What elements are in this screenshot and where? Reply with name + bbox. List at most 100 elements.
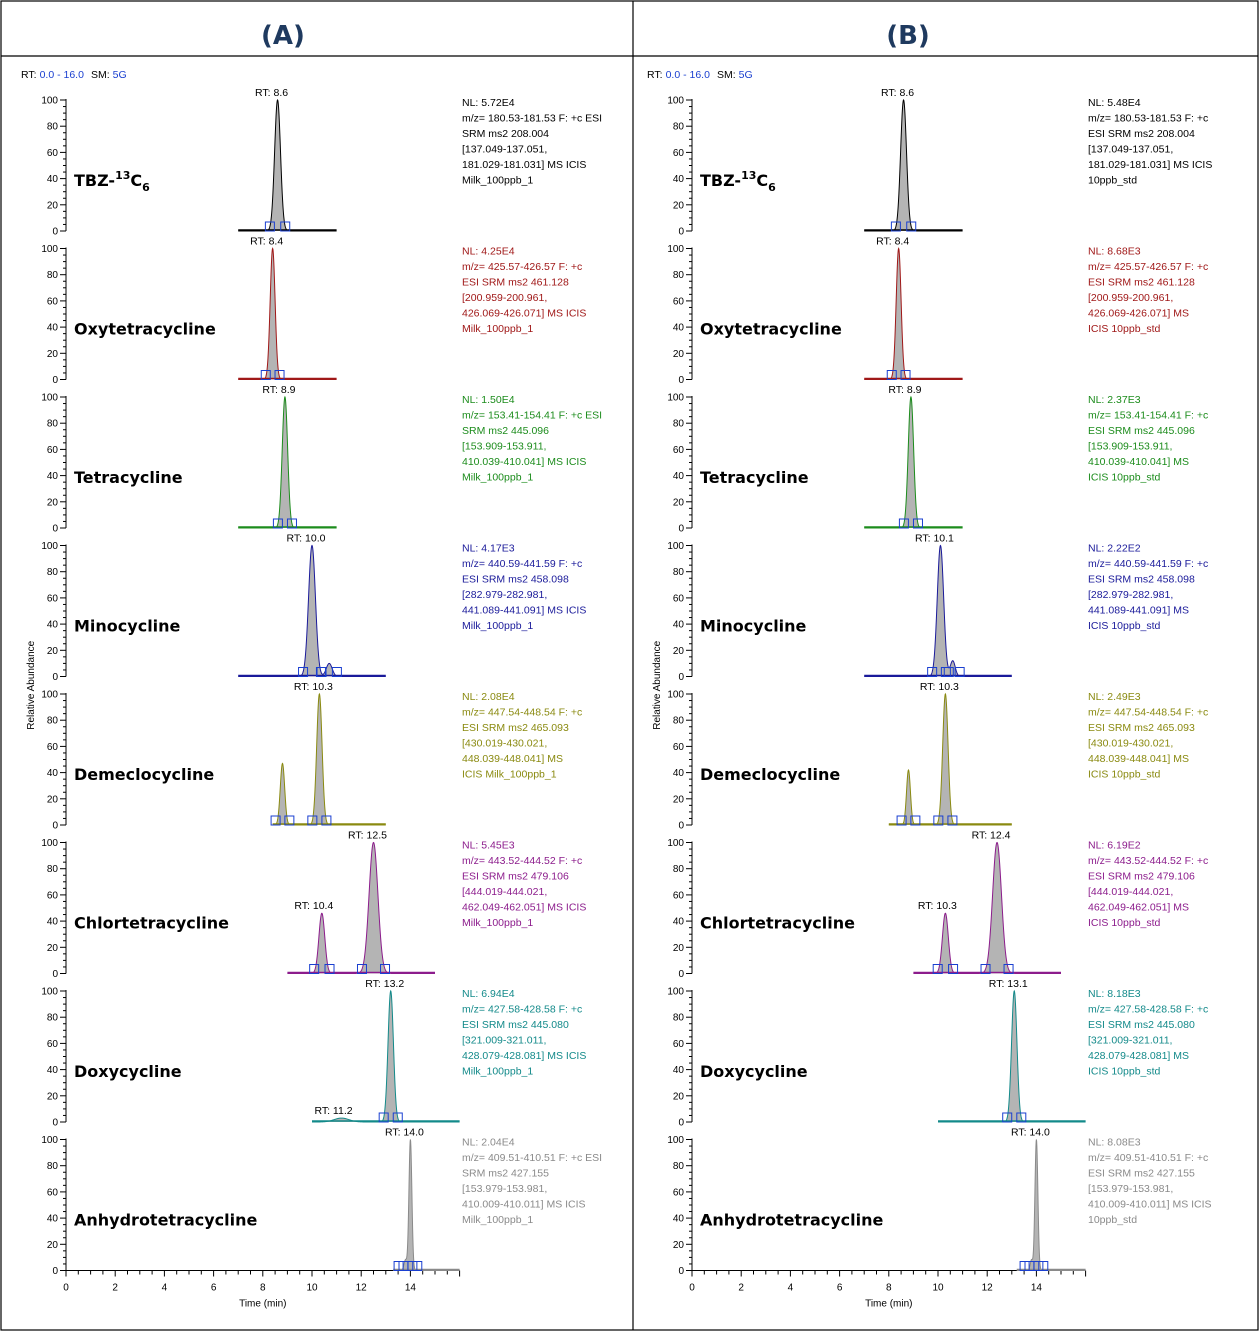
compound-name-text: Doxycycline	[74, 1062, 182, 1081]
y-tick-label: 80	[47, 1161, 59, 1172]
y-tick-label: 80	[47, 567, 59, 578]
compound-name-text: Chlortetracycline	[74, 914, 229, 933]
retention-time-label: RT: 14.0	[1011, 1127, 1050, 1139]
scan-filter-line: 181.029-181.031] MS ICIS	[1088, 159, 1212, 171]
trace-line	[238, 247, 337, 380]
compound-name-text: Chlortetracycline	[700, 914, 855, 933]
scan-header: RT: 0.0 - 16.0 SM: 5G	[21, 69, 127, 81]
trace-tbz: 0 20 40 60 80 100 RT: 8.6 TBZ-13C6 NL: 5.72E4 m/z…	[41, 87, 602, 238]
compound-name-text: Anhydrotetracycline	[74, 1211, 258, 1230]
retention-time-label: RT: 13.2	[365, 978, 404, 990]
normalization-level: NL: 2.08E4	[462, 691, 515, 703]
y-tick-label: 20	[673, 1240, 685, 1251]
x-tick-label: 10	[306, 1283, 318, 1294]
compound-name: Chlortetracycline	[74, 914, 229, 933]
scan-filter-line: m/z= 447.54-448.54 F: +c	[462, 707, 582, 719]
y-tick-label: 0	[52, 969, 58, 980]
integration-marker	[932, 964, 943, 974]
normalization-level: NL: 5.45E3	[462, 840, 515, 852]
x-tick-label: 0	[63, 1283, 69, 1294]
y-axis-label: Relative Abundance	[652, 640, 663, 729]
y-tick-label: 0	[678, 375, 684, 386]
y-tick-label: 100	[41, 690, 58, 701]
scan-filter-line: [321.009-321.011,	[1088, 1035, 1172, 1047]
y-tick-label: 20	[673, 794, 685, 805]
normalization-level: NL: 2.37E3	[1088, 394, 1141, 406]
scan-filter-line: ICIS 10ppb_std	[1088, 323, 1161, 335]
scan-filter-line: SRM ms2 445.096	[462, 425, 549, 437]
scan-header: RT: 0.0 - 16.0 SM: 5G	[647, 69, 753, 81]
x-tick-label: 2	[112, 1283, 118, 1294]
scan-filter-line: Milk_100ppb_1	[462, 175, 533, 187]
integration-marker	[980, 964, 991, 974]
scan-filter-line: [444.019-444.021,	[1088, 886, 1173, 898]
normalization-level: NL: 1.50E4	[462, 394, 515, 406]
retention-time-label: RT: 10.0	[287, 533, 326, 545]
panel-B: (B) RT: 0.0 - 16.0 SM: 5G Relative Abundance 0…	[647, 21, 1212, 1310]
isotope-subscript: 6	[142, 181, 150, 194]
scan-filter-line: [137.049-137.051,	[1088, 144, 1173, 156]
scan-filter-line: 426.069-426.071] MS ICIS	[462, 308, 586, 320]
y-tick-label: 100	[667, 541, 684, 552]
integration-marker	[274, 370, 285, 380]
peak-area-fill	[393, 1139, 460, 1271]
scan-filter-line: Milk_100ppb_1	[462, 1066, 533, 1078]
retention-time-label: RT: 8.4	[250, 236, 283, 248]
retention-time-label: RT: 14.0	[385, 1127, 424, 1139]
y-tick-label: 40	[673, 1214, 685, 1225]
scan-filter-line: ICIS 10ppb_std	[1088, 472, 1161, 484]
y-tick-label: 60	[673, 1187, 685, 1198]
compound-name: Oxytetracycline	[74, 320, 216, 339]
y-tick-label: 100	[667, 244, 684, 255]
y-tick-label: 80	[47, 419, 59, 430]
integration-marker	[356, 964, 367, 974]
scan-filter-line: ESI SRM ms2 465.093	[1088, 722, 1195, 734]
scan-filter-line: 410.009-410.011] MS ICIS	[1088, 1199, 1212, 1211]
scan-filter-line: ICIS 10ppb_std	[1088, 917, 1161, 929]
trace-doxycycline: 0 20 40 60 80 100 RT: 13.1 Doxycycline NL: 8.18E…	[667, 978, 1208, 1129]
y-tick-label: 0	[678, 821, 684, 832]
y-tick-label: 0	[52, 1266, 58, 1277]
scan-filter-line: m/z= 409.51-410.51 F: +c	[1088, 1152, 1208, 1164]
isotope-c: C	[130, 171, 142, 190]
trace-line	[864, 544, 1012, 677]
scan-filter-line: 10ppb_std	[1088, 1214, 1137, 1226]
trace-line	[888, 692, 1012, 826]
y-tick-label: 40	[673, 1065, 685, 1076]
panel-title: (A)	[261, 21, 305, 51]
peak-area-fill	[864, 248, 963, 380]
x-tick-label: 4	[788, 1283, 794, 1294]
scan-filter-line: m/z= 443.52-444.52 F: +c	[1088, 855, 1208, 867]
scan-filter-line: ICIS 10ppb_std	[1088, 620, 1161, 632]
y-tick-label: 0	[52, 227, 58, 238]
scan-filter-line: ICIS 10ppb_std	[1088, 769, 1161, 781]
retention-time-label: RT: 12.4	[972, 830, 1011, 842]
y-tick-label: 60	[673, 148, 685, 159]
y-tick-label: 80	[47, 1013, 59, 1024]
y-tick-label: 20	[47, 349, 59, 360]
y-tick-label: 100	[667, 96, 684, 107]
x-tick-label: 12	[982, 1283, 994, 1294]
rt-range: 0.0 - 16.0	[666, 69, 711, 81]
y-tick-label: 60	[47, 296, 59, 307]
scan-filter-line: [282.979-282.981,	[1088, 589, 1173, 601]
peak-area-fill	[864, 100, 963, 231]
y-tick-label: 20	[673, 943, 685, 954]
integration-marker	[264, 221, 275, 232]
integration-marker	[260, 370, 271, 380]
peak-area-fill	[938, 991, 1086, 1122]
scan-filter-line: 428.079-428.081] MS ICIS	[462, 1050, 586, 1062]
x-tick-label: 0	[689, 1283, 695, 1294]
trace-line	[1016, 1139, 1086, 1271]
integration-marker	[886, 370, 897, 380]
peak-area-fill	[238, 545, 386, 677]
integration-marker	[378, 1112, 389, 1123]
y-tick-label: 40	[673, 174, 685, 185]
sm-value: 5G	[113, 69, 127, 81]
y-tick-label: 100	[667, 690, 684, 701]
integration-marker	[380, 964, 391, 974]
rt-prefix: RT:	[21, 69, 37, 81]
peak-area-fill	[238, 100, 337, 231]
y-tick-label: 60	[673, 890, 685, 901]
